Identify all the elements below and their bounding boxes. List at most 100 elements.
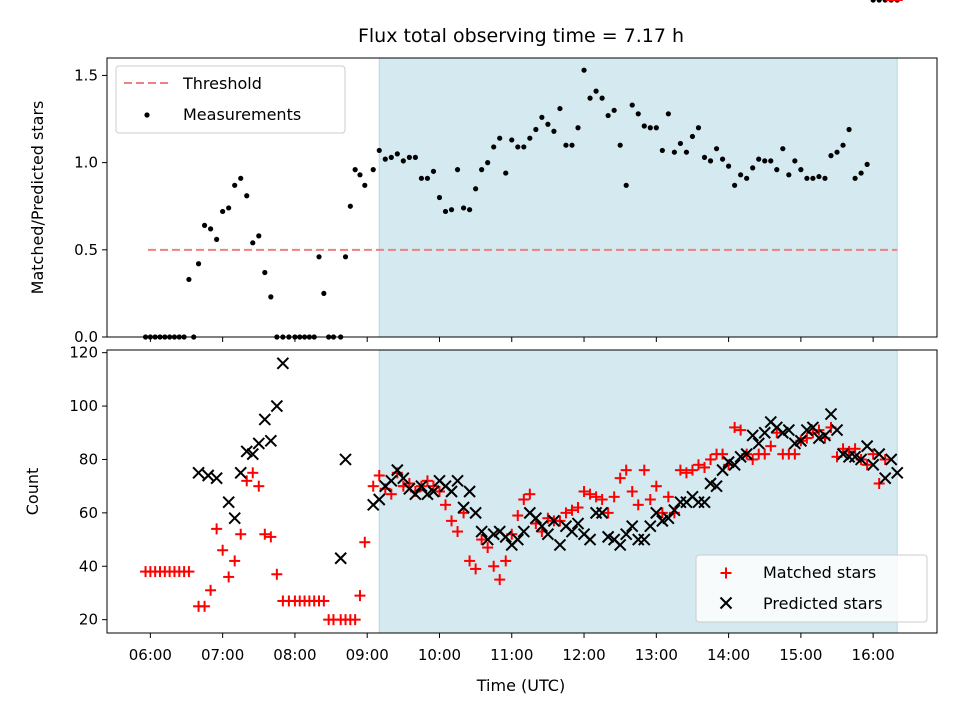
matched-star-point: [560, 507, 572, 519]
predicted-star-point: [698, 495, 711, 509]
predicted-star-point: [270, 399, 284, 413]
predicted-stars-series: [192, 357, 904, 565]
bottom-y-ticks: 20 40 60 80 100 120: [69, 344, 107, 629]
measurement-point: [629, 102, 635, 108]
x-tick-label: 06:00: [129, 646, 172, 664]
measurement-point: [466, 207, 473, 213]
matched-star-point: [680, 467, 692, 479]
matched-star-point: [205, 584, 217, 596]
x-tick-label: 11:00: [490, 646, 533, 664]
matched-star-point: [427, 480, 439, 492]
matched-star-point: [879, 453, 891, 465]
matched-star-point: [789, 448, 801, 460]
measurement-point: [424, 175, 431, 181]
matched-star-point: [867, 448, 879, 460]
matched-star-point: [554, 515, 566, 527]
measurement-point: [220, 208, 226, 215]
measurement-point: [262, 269, 268, 276]
matched-star-point: [705, 453, 717, 465]
predicted-star-point: [746, 429, 759, 442]
predicted-star-point: [499, 530, 512, 544]
measurement-point: [207, 226, 214, 232]
bottom-legend-box: [695, 554, 928, 623]
matched-star-point: [644, 494, 656, 506]
measurement-point: [792, 158, 798, 164]
measurement-point: [750, 165, 756, 171]
measurement-point: [316, 254, 322, 260]
legend-matched-swatch: [720, 567, 732, 579]
measurement-point: [491, 144, 497, 150]
matched-star-point: [524, 488, 536, 500]
measurement-point: [846, 126, 852, 133]
measurement-point: [232, 182, 238, 188]
matched-star-point: [735, 424, 747, 436]
predicted-star-point: [547, 514, 561, 528]
matched-star-point: [482, 542, 494, 554]
top-y-ticks: 0.0 0.5 1.0 1.5: [74, 66, 107, 346]
matched-star-point: [602, 507, 614, 519]
matched-star-point: [512, 510, 524, 522]
matched-star-point: [572, 502, 584, 514]
measurement-point: [641, 123, 647, 129]
predicted-star-point: [752, 437, 765, 450]
predicted-star-point: [201, 469, 215, 482]
matched-star-point: [470, 563, 482, 575]
predicted-star-point: [222, 495, 235, 509]
predicted-star-point: [565, 525, 579, 538]
predicted-star-point: [571, 517, 585, 530]
matched-star-point: [367, 480, 379, 492]
matched-star-point: [861, 459, 873, 471]
matched-star-point: [656, 507, 668, 519]
legend-measurements-label: Measurements: [183, 105, 301, 124]
measurement-point: [342, 254, 349, 260]
x-axis-label: Time (UTC): [476, 676, 565, 695]
predicted-star-point: [854, 453, 868, 466]
matched-star-point: [235, 528, 247, 540]
measurement-point: [551, 128, 557, 134]
measurement-point: [840, 142, 846, 148]
predicted-star-point: [391, 463, 404, 477]
predicted-star-point: [541, 528, 555, 541]
measurement-point: [454, 167, 461, 173]
bottom-y-tick-label: 60: [79, 504, 98, 522]
measurement-point: [400, 158, 406, 164]
matched-star-point: [440, 499, 452, 511]
measurement-point: [647, 125, 653, 131]
measurement-point: [195, 261, 202, 267]
measurement-point: [870, 0, 876, 3]
predicted-star-point: [427, 485, 440, 498]
predicted-star-point: [626, 520, 639, 533]
measurement-point: [569, 142, 575, 148]
top-y-tick-label: 0.0: [74, 328, 98, 346]
measurement-point: [744, 175, 750, 181]
measurement-point: [527, 135, 533, 141]
measurement-point: [671, 149, 677, 155]
top-y-axis-label: Matched/Predicted stars: [28, 101, 47, 295]
predicted-star-point: [385, 474, 398, 488]
matched-star-point: [452, 526, 464, 538]
predicted-star-point: [878, 471, 892, 485]
predicted-star-point: [716, 463, 729, 477]
predicted-star-point: [806, 421, 820, 434]
measurement-point: [683, 149, 690, 155]
matched-star-point: [638, 464, 650, 476]
measurement-point: [201, 222, 208, 228]
measurement-point: [382, 156, 388, 162]
measurement-point: [473, 186, 479, 192]
matched-star-point: [873, 477, 885, 489]
matched-star-point: [464, 555, 476, 567]
measurement-point: [347, 203, 353, 209]
top-panel: 0.0 0.5 1.0 1.5 Matched/Predicted stars Thr…: [28, 0, 938, 346]
matched-star-point: [674, 464, 686, 476]
measurement-point: [786, 172, 792, 178]
bottom-y-axis-label: Count: [23, 468, 42, 516]
predicted-star-point: [192, 466, 205, 480]
predicted-star-point: [613, 538, 627, 552]
measurement-point: [780, 146, 786, 152]
legend-matched-marker: [720, 567, 732, 579]
top-x-tick-marks: [149, 337, 874, 342]
predicted-star-point: [529, 511, 543, 525]
measurement-point: [756, 156, 762, 162]
measurement-point: [545, 121, 551, 127]
matched-star-point: [433, 486, 445, 497]
